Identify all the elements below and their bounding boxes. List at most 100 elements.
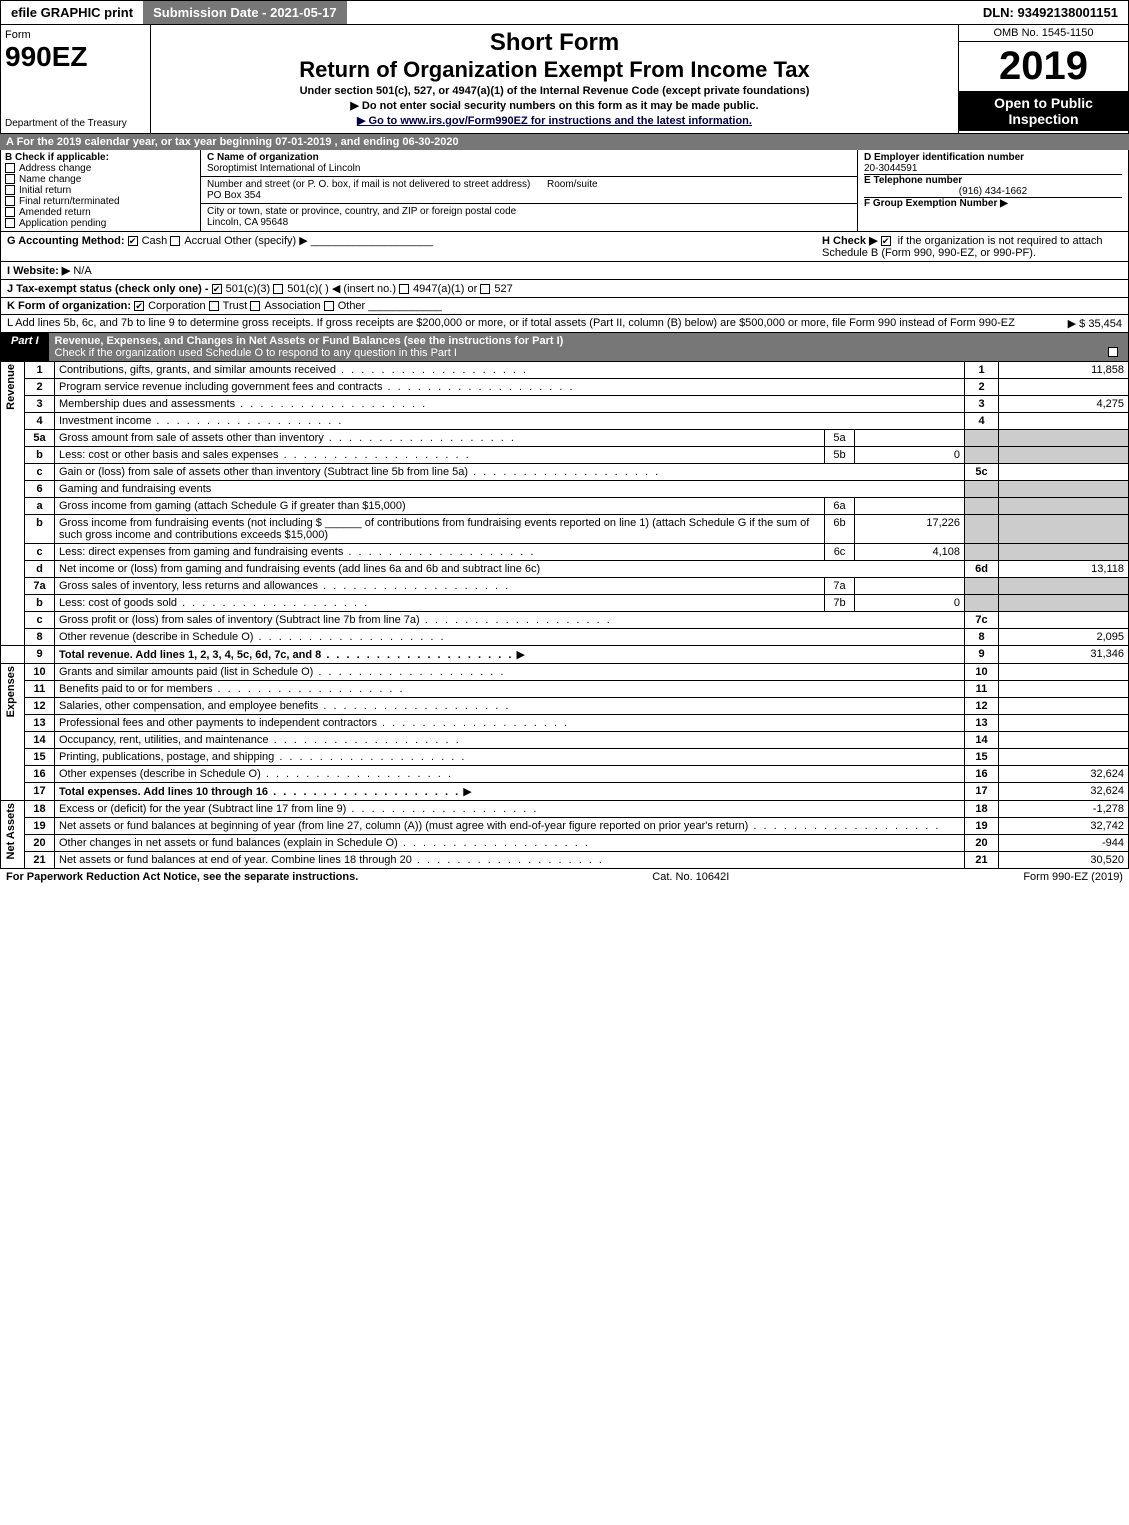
col-no: 4	[965, 413, 999, 430]
table-row-13: 13 Professional fees and other payments …	[1, 715, 1129, 732]
line-no: 13	[25, 715, 55, 732]
line-desc: Net income or (loss) from gaming and fun…	[59, 563, 540, 575]
checkbox-amended-return[interactable]: Amended return	[5, 207, 196, 218]
table-row-18: Net Assets 18 Excess or (deficit) for th…	[1, 801, 1129, 818]
top-bar: efile GRAPHIC print Submission Date - 20…	[0, 0, 1129, 25]
header-left: Form 990EZ Department of the Treasury	[1, 25, 151, 133]
checkbox-address-change[interactable]: Address change	[5, 163, 196, 174]
checkbox-association[interactable]	[250, 301, 260, 311]
org-name: Soroptimist International of Lincoln	[207, 163, 360, 174]
line-l: L Add lines 5b, 6c, and 7b to line 9 to …	[0, 315, 1129, 333]
table-row-12: 12 Salaries, other compensation, and emp…	[1, 698, 1129, 715]
checkbox-h[interactable]	[881, 236, 891, 246]
sub-col: 7a	[825, 578, 855, 595]
submission-date-button[interactable]: Submission Date - 2021-05-17	[143, 1, 347, 24]
line-no: b	[25, 515, 55, 544]
checkbox-schedule-o[interactable]	[1108, 347, 1118, 357]
k-association: Association	[264, 300, 320, 312]
line-no: d	[25, 561, 55, 578]
g-label: G Accounting Method:	[7, 235, 125, 247]
group-exemption-label: F Group Exemption Number ▶	[864, 198, 1008, 209]
line-desc: Excess or (deficit) for the year (Subtra…	[59, 803, 538, 815]
website-value: N/A	[73, 265, 91, 277]
amount: -944	[999, 835, 1129, 852]
col-no: 19	[965, 818, 999, 835]
j-label: J Tax-exempt status (check only one) -	[7, 283, 209, 295]
checkbox-4947[interactable]	[399, 284, 409, 294]
line-desc: Total revenue. Add lines 1, 2, 3, 4, 5c,…	[59, 649, 513, 661]
line-desc: Other revenue (describe in Schedule O)	[59, 631, 446, 643]
checkbox-application-pending[interactable]: Application pending	[5, 218, 196, 229]
table-row-7a: 7a Gross sales of inventory, less return…	[1, 578, 1129, 595]
line-no: 15	[25, 749, 55, 766]
part-1-title: Revenue, Expenses, and Changes in Net As…	[49, 333, 1128, 361]
checkbox-trust[interactable]	[209, 301, 219, 311]
phone-section: E Telephone number (916) 434-1662	[864, 174, 1122, 197]
form-number: 990EZ	[5, 41, 146, 73]
amount	[999, 544, 1129, 561]
amount	[999, 379, 1129, 396]
line-no: 21	[25, 852, 55, 869]
line-a-band: A For the 2019 calendar year, or tax yea…	[0, 134, 1129, 150]
checkbox-name-change[interactable]: Name change	[5, 174, 196, 185]
header-center: Short Form Return of Organization Exempt…	[151, 25, 958, 133]
col-no	[965, 498, 999, 515]
checkbox-501c[interactable]	[273, 284, 283, 294]
table-row-4: 4 Investment income 4	[1, 413, 1129, 430]
dln-label: DLN: 93492138001151	[973, 1, 1128, 24]
checkbox-501c3[interactable]	[212, 284, 222, 294]
netassets-side-label: Net Assets	[1, 801, 25, 869]
goto-link[interactable]: ▶ Go to www.irs.gov/Form990EZ for instru…	[155, 114, 954, 127]
checkbox-accrual[interactable]	[170, 236, 180, 246]
checkbox-corporation[interactable]	[134, 301, 144, 311]
checkbox-initial-return[interactable]: Initial return	[5, 185, 196, 196]
form-label: Form	[5, 29, 146, 41]
line-no: 7a	[25, 578, 55, 595]
col-no	[965, 481, 999, 498]
table-row-14: 14 Occupancy, rent, utilities, and maint…	[1, 732, 1129, 749]
line-desc: Other changes in net assets or fund bala…	[59, 837, 590, 849]
line-no: a	[25, 498, 55, 515]
line-desc: Investment income	[59, 415, 343, 427]
amount: 32,624	[999, 783, 1129, 801]
table-row-3: 3 Membership dues and assessments 3 4,27…	[1, 396, 1129, 413]
table-row-9: 9 Total revenue. Add lines 1, 2, 3, 4, 5…	[1, 646, 1129, 664]
line-no: 8	[25, 629, 55, 646]
checkbox-cash[interactable]	[128, 236, 138, 246]
col-no: 5c	[965, 464, 999, 481]
checkbox-other-org[interactable]	[324, 301, 334, 311]
checkbox-527[interactable]	[480, 284, 490, 294]
line-a-text: A For the 2019 calendar year, or tax yea…	[0, 134, 1129, 150]
phone-value: (916) 434-1662	[864, 186, 1122, 197]
sub-col: 5b	[825, 447, 855, 464]
sub-amount	[855, 498, 965, 515]
line-desc: Less: direct expenses from gaming and fu…	[59, 546, 535, 558]
checkbox-final-return[interactable]: Final return/terminated	[5, 196, 196, 207]
table-row-17: 17 Total expenses. Add lines 10 through …	[1, 783, 1129, 801]
line-k: K Form of organization: Corporation Trus…	[0, 298, 1129, 315]
col-no: 17	[965, 783, 999, 801]
k-other: Other	[338, 300, 366, 312]
amount: 11,858	[999, 362, 1129, 379]
amount	[999, 715, 1129, 732]
line-desc: Benefits paid to or for members	[59, 683, 405, 695]
under-section-text: Under section 501(c), 527, or 4947(a)(1)…	[155, 85, 954, 97]
table-row-5c: c Gain or (loss) from sale of assets oth…	[1, 464, 1129, 481]
part-1-check-text: Check if the organization used Schedule …	[55, 347, 457, 359]
amount: 32,624	[999, 766, 1129, 783]
line-desc: Less: cost or other basis and sales expe…	[59, 449, 471, 461]
sub-amount	[855, 430, 965, 447]
box-b-title: B Check if applicable:	[5, 152, 196, 163]
l-text: L Add lines 5b, 6c, and 7b to line 9 to …	[7, 317, 1068, 330]
table-row-6b: b Gross income from fundraising events (…	[1, 515, 1129, 544]
col-no: 11	[965, 681, 999, 698]
city-value: Lincoln, CA 95648	[207, 217, 288, 228]
irs-link[interactable]: ▶ Go to www.irs.gov/Form990EZ for instru…	[357, 115, 752, 127]
line-desc: Gaming and fundraising events	[59, 483, 211, 495]
box-c-city: City or town, state or province, country…	[201, 203, 857, 230]
col-no: 16	[965, 766, 999, 783]
group-exemption-section: F Group Exemption Number ▶	[864, 197, 1122, 209]
col-no: 7c	[965, 612, 999, 629]
line-no: c	[25, 612, 55, 629]
efile-print-button[interactable]: efile GRAPHIC print	[1, 1, 143, 24]
